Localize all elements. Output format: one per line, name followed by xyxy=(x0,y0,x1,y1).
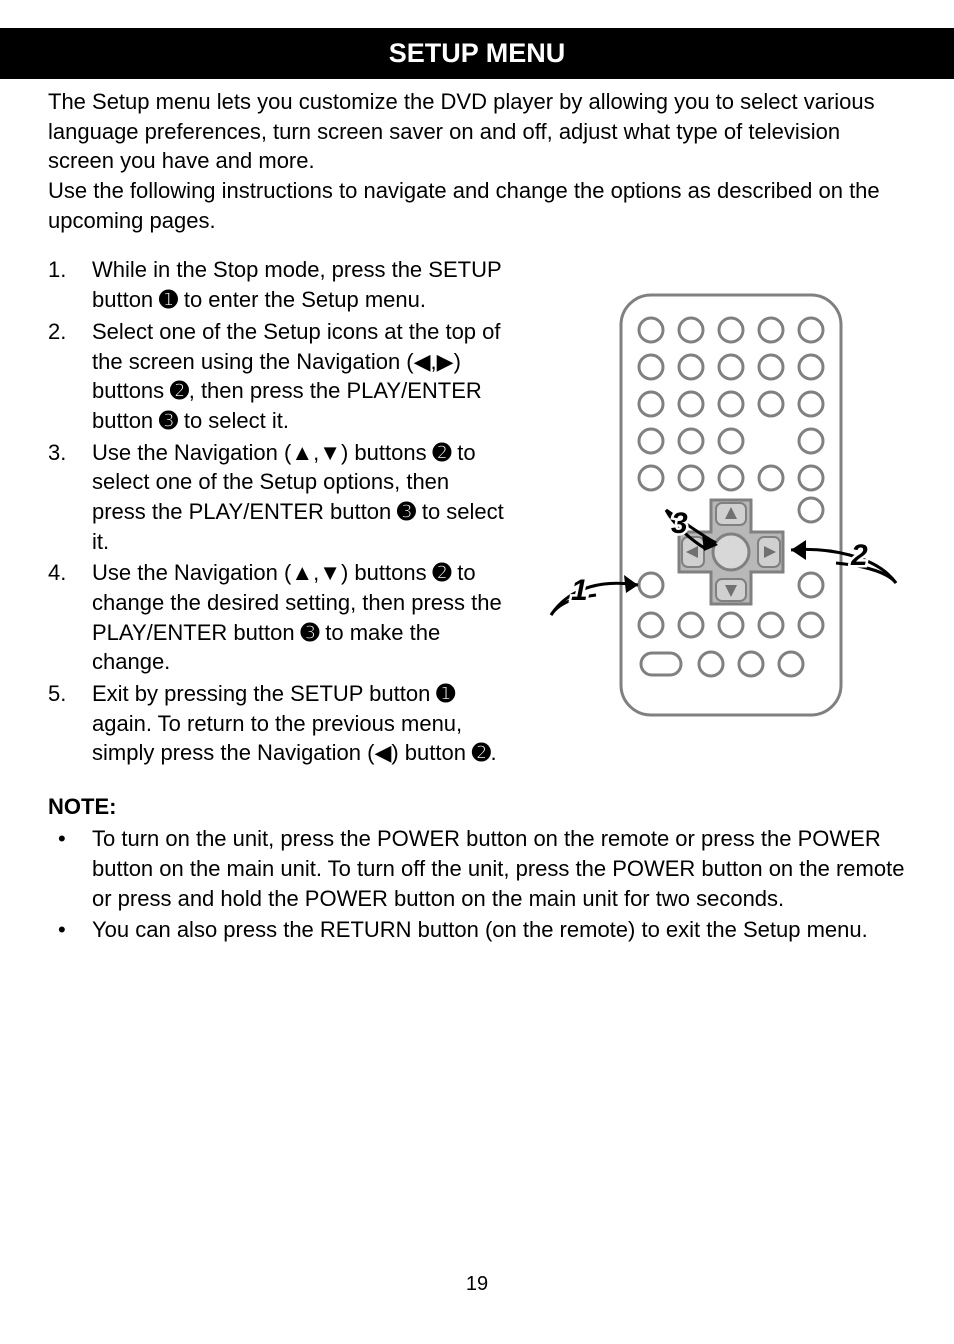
remote-illustration: 1 2 3 xyxy=(516,255,906,770)
note-heading: NOTE: xyxy=(48,794,906,820)
page-title: SETUP MENU xyxy=(389,38,566,68)
circled-2-icon: ➋ xyxy=(170,376,188,406)
callout-label-2: 2 xyxy=(850,539,868,572)
circled-1-icon: ➊ xyxy=(159,285,177,315)
note-item: To turn on the unit, press the POWER but… xyxy=(48,824,906,913)
step-4: Use the Navigation (▲,▼) buttons ➋ to ch… xyxy=(48,558,506,677)
notes-list: To turn on the unit, press the POWER but… xyxy=(48,824,906,945)
remote-svg: 1 2 3 xyxy=(516,285,906,725)
circled-2-icon: ➋ xyxy=(433,558,451,588)
circled-1-icon: ➊ xyxy=(436,679,454,709)
page-content: The Setup menu lets you customize the DV… xyxy=(0,79,954,945)
steps-list: While in the Stop mode, press the SETUP … xyxy=(48,255,506,768)
callout-label-3: 3 xyxy=(671,507,688,540)
note-item: You can also press the RETURN button (on… xyxy=(48,915,906,945)
step-2: Select one of the Setup icons at the top… xyxy=(48,317,506,436)
intro-paragraph-1: The Setup menu lets you customize the DV… xyxy=(48,87,906,176)
circled-3-icon: ➌ xyxy=(397,497,415,527)
circled-3-icon: ➌ xyxy=(159,406,177,436)
main-row: While in the Stop mode, press the SETUP … xyxy=(48,255,906,770)
remote-side-button xyxy=(799,573,823,597)
page-title-bar: SETUP MENU xyxy=(0,28,954,79)
page-number: 19 xyxy=(0,1273,954,1296)
callout-label-1: 1 xyxy=(571,574,588,607)
remote-setup-button xyxy=(639,573,663,597)
remote-side-button xyxy=(799,498,823,522)
step-5: Exit by pressing the SETUP button ➊ agai… xyxy=(48,679,506,768)
step-3: Use the Navigation (▲,▼) buttons ➋ to se… xyxy=(48,438,506,557)
circled-3-icon: ➌ xyxy=(301,618,319,648)
intro-paragraph-2: Use the following instructions to naviga… xyxy=(48,176,906,235)
remote-enter-button xyxy=(713,534,749,570)
step-1: While in the Stop mode, press the SETUP … xyxy=(48,255,506,314)
steps-column: While in the Stop mode, press the SETUP … xyxy=(48,255,506,770)
circled-2-icon: ➋ xyxy=(433,438,451,468)
circled-2-icon: ➋ xyxy=(472,738,490,768)
